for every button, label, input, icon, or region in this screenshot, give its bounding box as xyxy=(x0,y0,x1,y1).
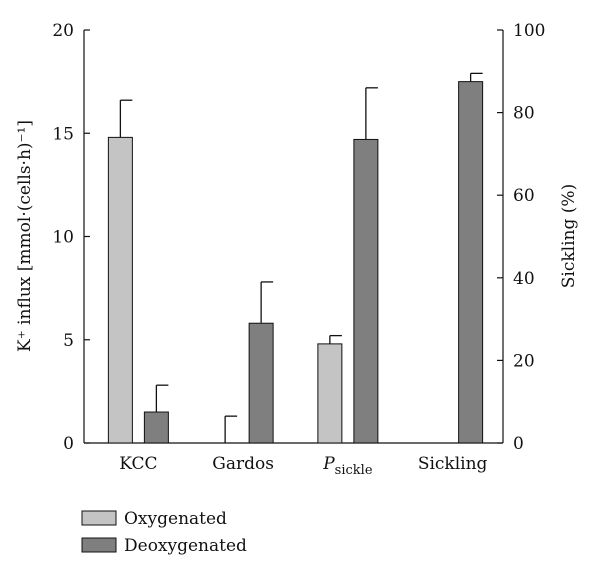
bar-oxygenated-kcc xyxy=(107,136,133,444)
category-label: Sickling xyxy=(418,454,488,474)
left-tick-label: 15 xyxy=(52,124,74,144)
left-tick-label: 0 xyxy=(63,434,74,454)
bar-deoxygenated-gardos xyxy=(248,322,274,444)
plot-area xyxy=(83,30,504,444)
bar-deoxygenated-p xyxy=(353,138,379,444)
legend-label-deoxygenated: Deoxygenated xyxy=(124,536,247,556)
right-tick-label: 100 xyxy=(513,21,545,41)
left-tick-label: 5 xyxy=(63,331,74,351)
category-label: KCC xyxy=(119,454,157,474)
bar-groups xyxy=(107,81,484,444)
left-y-axis-title: K⁺ influx [mmol·(cells·h)⁻¹] xyxy=(15,120,35,352)
legend: Oxygenated Deoxygenated xyxy=(81,509,247,556)
legend-swatch-oxygenated xyxy=(81,510,117,526)
right-y-axis-title: Sickling (%) xyxy=(559,184,579,288)
category-label: Gardos xyxy=(212,454,274,474)
left-tick-label: 10 xyxy=(52,228,74,248)
right-tick-label: 0 xyxy=(513,434,524,454)
right-tick-label: 20 xyxy=(513,351,535,371)
category-label: Psickle xyxy=(322,454,373,478)
right-tick-label: 80 xyxy=(513,104,535,124)
legend-label-oxygenated: Oxygenated xyxy=(124,509,227,529)
right-y-ticks: 0 20 40 60 80 100 xyxy=(497,21,545,454)
left-y-ticks: 0 5 10 15 20 xyxy=(52,21,90,454)
x-category-labels: KCC Gardos Psickle Sickling xyxy=(119,454,487,478)
bar-deoxygenated-kcc xyxy=(143,411,169,444)
bar-deoxygenated-sickling xyxy=(458,81,484,444)
left-tick-label: 20 xyxy=(52,21,74,41)
error-bars xyxy=(119,72,483,443)
right-tick-label: 40 xyxy=(513,269,535,289)
legend-swatch-deoxygenated xyxy=(81,537,117,553)
right-tick-label: 60 xyxy=(513,186,535,206)
bar-oxygenated-p xyxy=(317,343,343,444)
